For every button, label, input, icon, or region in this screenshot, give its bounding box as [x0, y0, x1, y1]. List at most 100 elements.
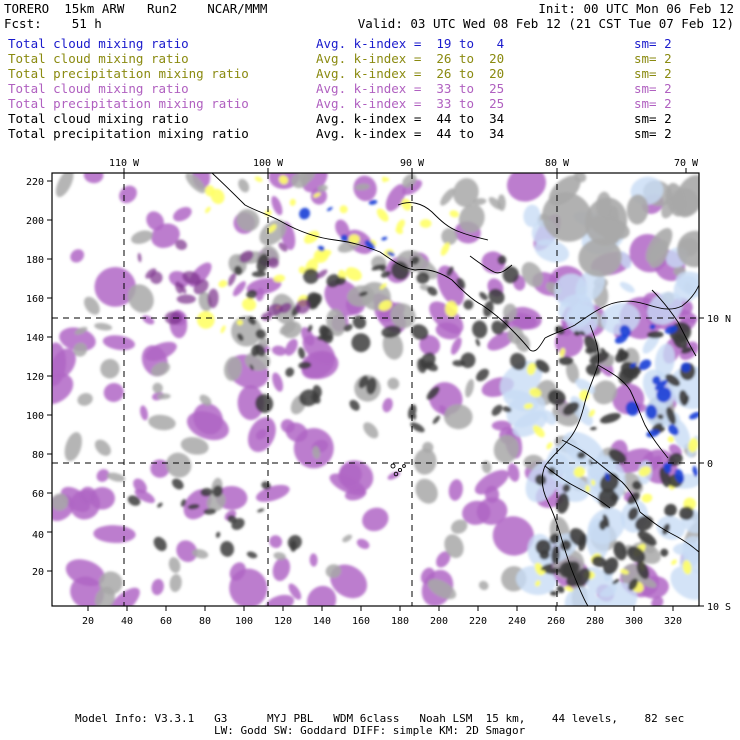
field-shade [476, 368, 489, 382]
field-shade [628, 578, 638, 591]
field-shade [236, 319, 243, 326]
field-shade [251, 271, 267, 278]
lat-label: 10 S [707, 602, 731, 613]
x-tick-label: 280 [586, 616, 604, 627]
field-shade [632, 480, 642, 490]
legend-field-name: Total precipitation mixing ratio [8, 66, 249, 81]
field-shade [436, 551, 451, 568]
field-shade [311, 393, 321, 404]
field-shade [272, 372, 284, 392]
field-shade [502, 303, 518, 322]
field-shade [463, 299, 474, 310]
field-shade [127, 284, 154, 313]
field-shade [506, 392, 546, 428]
field-shade [411, 324, 429, 340]
field-shade [134, 489, 155, 504]
field-shade [591, 555, 606, 568]
field-shade [540, 563, 553, 571]
field-shade [381, 325, 402, 338]
field-shade [186, 411, 229, 441]
field-shade [285, 338, 298, 356]
field-shade [481, 460, 492, 474]
field-shade [562, 483, 571, 493]
field-shade [55, 173, 74, 198]
field-shade [279, 321, 296, 335]
legend-field-name: Total precipitation mixing ratio [8, 96, 249, 111]
field-shade [656, 387, 672, 403]
field-shade [647, 331, 664, 339]
field-shade [74, 326, 88, 335]
field-shade [169, 574, 182, 593]
lat-lon-gridlines [52, 173, 699, 606]
legend-kindex: Avg. k-index = 19 to 4 [316, 36, 505, 51]
field-shade [239, 250, 254, 263]
field-shade [575, 269, 605, 302]
field-shade [271, 196, 283, 216]
field-shade [416, 272, 430, 284]
field-shade [326, 308, 346, 337]
legend-field-name: Total cloud mixing ratio [8, 81, 189, 96]
legend-sm: sm= 2 [634, 126, 672, 141]
field-shade [200, 487, 213, 497]
field-shade [432, 415, 441, 424]
field-shade [94, 322, 113, 331]
y-tick-label: 60 [32, 489, 44, 500]
field-shade [148, 414, 176, 431]
field-shade [476, 497, 508, 525]
field-shade [419, 219, 432, 228]
field-shade [491, 320, 505, 335]
field-shade [635, 515, 654, 532]
x-tick-label: 240 [508, 616, 526, 627]
field-shade [666, 407, 676, 425]
field-shade [665, 374, 681, 387]
y-tick-label: 160 [26, 294, 44, 305]
field-shade [306, 293, 322, 308]
field-shade [502, 406, 512, 413]
field-shade [590, 426, 597, 431]
field-shade [173, 206, 192, 222]
field-shade [295, 299, 311, 314]
field-shade [602, 514, 610, 528]
valid-time: Valid: 03 UTC Wed 08 Feb 12 (21 CST Tue … [357, 16, 734, 31]
field-shade [238, 178, 250, 193]
field-shade [382, 177, 390, 182]
field-shade [303, 268, 319, 284]
forecast-hour: Fcst: 51 h [4, 16, 102, 31]
field-shade [502, 318, 509, 330]
field-shade [180, 498, 187, 507]
field-shade [234, 265, 243, 276]
field-shade [316, 269, 328, 279]
field-shade [452, 360, 465, 367]
field-shade [152, 382, 163, 394]
field-shade [77, 393, 93, 406]
field-shade [381, 236, 388, 241]
field-shade [364, 240, 376, 251]
field-shade [671, 559, 677, 565]
field-shade [65, 559, 105, 587]
field-shade [579, 389, 590, 402]
field-shade [598, 488, 618, 509]
field-shade [592, 380, 618, 405]
field-shade [637, 575, 657, 588]
field-shade [556, 492, 570, 514]
model-title: TORERO 15km ARW Run2 NCAR/MMM [4, 1, 268, 16]
field-shade [387, 471, 401, 480]
field-shade [542, 410, 557, 425]
field-shade [175, 239, 187, 251]
field-shade [351, 333, 371, 353]
legend-kindex: Avg. k-index = 33 to 25 [316, 96, 505, 111]
field-shade [663, 464, 672, 474]
field-shade [429, 301, 464, 334]
field-shade [410, 422, 425, 433]
y-tick-label: 180 [26, 255, 44, 266]
field-shade [619, 281, 635, 293]
legend-sm: sm= 2 [634, 96, 672, 111]
field-shade [618, 251, 632, 269]
field-shade [422, 441, 434, 453]
field-shading [52, 173, 699, 606]
field-shade [551, 545, 560, 564]
field-shade [185, 173, 206, 194]
field-shade [588, 459, 593, 466]
field-shade [649, 323, 656, 330]
field-shade [627, 507, 639, 521]
